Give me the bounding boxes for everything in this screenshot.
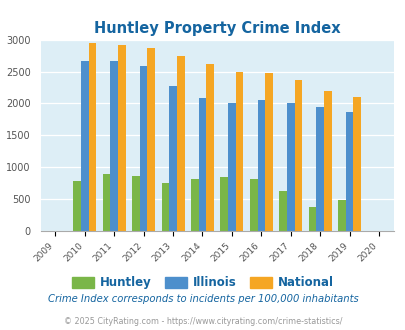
Bar	[345, 112, 353, 231]
Bar	[337, 200, 345, 231]
Bar	[88, 44, 96, 231]
Bar	[294, 81, 302, 231]
Bar	[353, 97, 360, 231]
Bar	[169, 85, 177, 231]
Text: © 2025 CityRating.com - https://www.cityrating.com/crime-statistics/: © 2025 CityRating.com - https://www.city…	[64, 317, 341, 326]
Text: Crime Index corresponds to incidents per 100,000 inhabitants: Crime Index corresponds to incidents per…	[47, 294, 358, 304]
Bar	[315, 107, 323, 231]
Bar	[110, 61, 118, 231]
Bar	[323, 91, 331, 231]
Bar	[235, 72, 243, 231]
Title: Huntley Property Crime Index: Huntley Property Crime Index	[94, 21, 340, 36]
Bar	[286, 103, 294, 231]
Bar	[190, 179, 198, 231]
Bar	[220, 177, 228, 231]
Bar	[198, 98, 206, 231]
Bar	[308, 207, 315, 231]
Bar	[139, 66, 147, 231]
Bar	[228, 103, 235, 231]
Bar	[177, 55, 184, 231]
Bar	[249, 179, 257, 231]
Bar	[264, 73, 272, 231]
Bar	[279, 191, 286, 231]
Bar	[147, 48, 155, 231]
Bar	[132, 176, 139, 231]
Bar	[118, 45, 126, 231]
Bar	[73, 181, 81, 231]
Bar	[81, 61, 88, 231]
Bar	[206, 64, 213, 231]
Bar	[257, 100, 264, 231]
Legend: Huntley, Illinois, National: Huntley, Illinois, National	[68, 272, 337, 294]
Bar	[161, 183, 169, 231]
Bar	[102, 174, 110, 231]
